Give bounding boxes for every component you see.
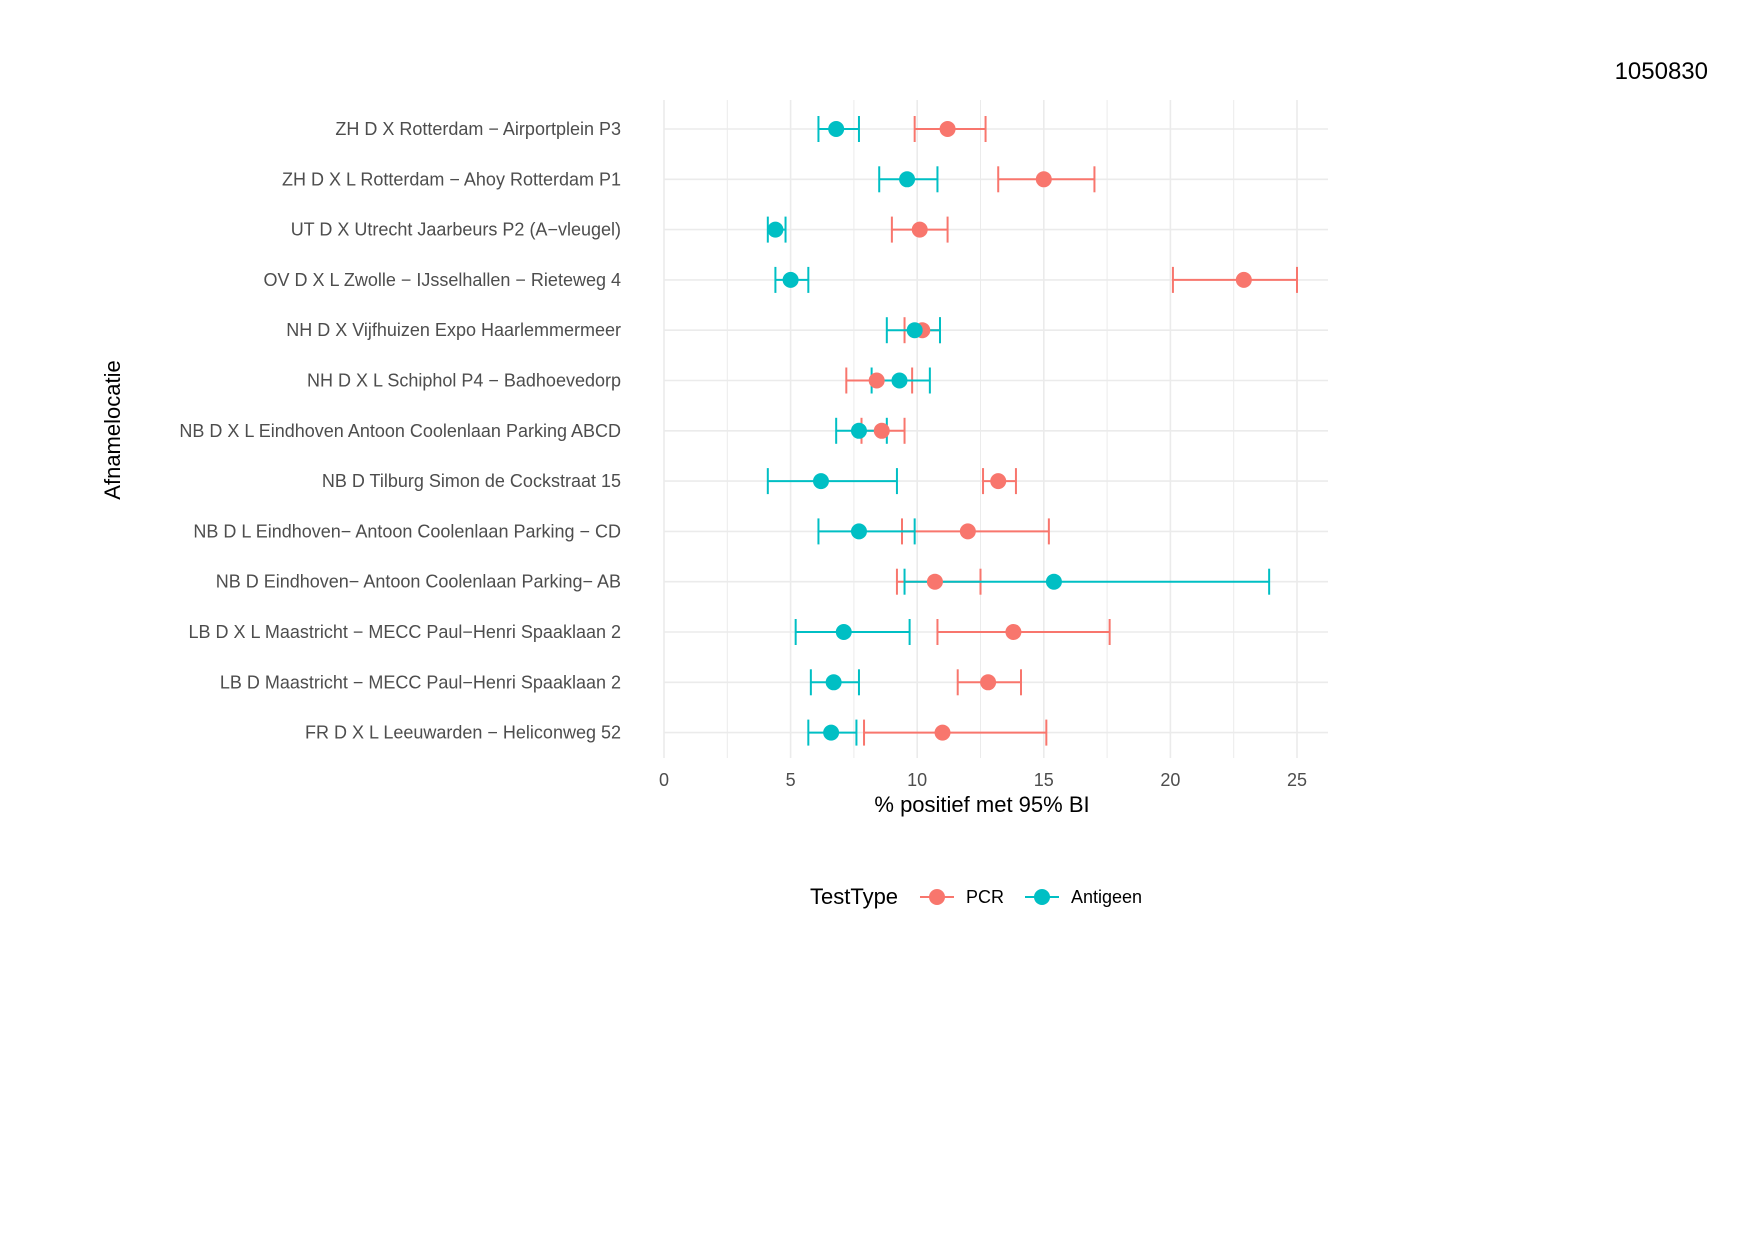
data-point [1045, 573, 1062, 590]
legend-title: TestType [810, 884, 898, 909]
x-tick-labels: 0 5 10 15 20 25 [659, 770, 1307, 790]
data-point [835, 624, 852, 640]
y-tick-label: LB D X L Maastricht − MECC Paul−Henri Sp… [188, 622, 621, 642]
data-point [1005, 624, 1022, 640]
y-tick-label: FR D X L Leeuwarden − Heliconweg 52 [305, 723, 621, 743]
data-point [939, 121, 956, 137]
data-point [873, 422, 890, 439]
x-tick-label: 20 [1160, 770, 1180, 790]
y-tick-label: NB D Tilburg Simon de Cockstraat 15 [322, 471, 621, 491]
data-point [959, 523, 976, 540]
y-tick-label: NH D X L Schiphol P4 − Badhoevedorp [307, 371, 621, 391]
series-antigeen [766, 116, 1271, 746]
y-tick-label: NB D X L Eindhoven Antoon Coolenlaan Par… [179, 421, 621, 441]
data-point [926, 573, 943, 590]
y-tick-label: ZH D X Rotterdam − Airportplein P3 [335, 119, 621, 139]
legend: TestType PCR Antigeen [810, 884, 1142, 909]
data-point [868, 372, 885, 389]
x-tick-label: 0 [659, 770, 669, 790]
data-point [782, 271, 799, 288]
data-point [980, 674, 997, 691]
legend-antigeen-key-dot [1034, 889, 1050, 905]
data-point [990, 473, 1007, 490]
legend-pcr-key-dot [929, 889, 945, 905]
y-tick-label: ZH D X L Rotterdam − Ahoy Rotterdam P1 [282, 169, 621, 189]
data-point [1235, 271, 1252, 288]
y-tick-label: NH D X Vijfhuizen Expo Haarlemmermeer [286, 320, 621, 340]
data-point [906, 322, 923, 339]
data-point [934, 724, 951, 741]
data-point [899, 171, 916, 188]
x-tick-label: 5 [786, 770, 796, 790]
x-axis-title: % positief met 95% BI [874, 792, 1089, 817]
grid-lines [663, 100, 1328, 758]
y-tick-label: OV D X L Zwolle − IJsselhallen − Rietewe… [263, 270, 621, 290]
x-tick-label: 25 [1287, 770, 1307, 790]
data-point [891, 372, 908, 389]
data-point [767, 221, 784, 238]
data-point [850, 422, 867, 439]
data-point [850, 523, 867, 540]
legend-label-pcr: PCR [966, 887, 1004, 907]
data-point [911, 221, 928, 238]
y-tick-label: LB D Maastricht − MECC Paul−Henri Spaakl… [220, 672, 621, 692]
points-antigeen [767, 121, 1062, 741]
y-tick-label: NB D L Eindhoven− Antoon Coolenlaan Park… [193, 521, 621, 541]
y-tick-labels: ZH D X Rotterdam − Airportplein P3 ZH D X… [179, 119, 621, 743]
y-tick-label: NB D Eindhoven− Antoon Coolenlaan Parkin… [216, 572, 621, 592]
x-tick-label: 15 [1034, 770, 1054, 790]
data-point [825, 674, 842, 691]
data-series [766, 116, 1298, 746]
document-id: 1050830 [1614, 58, 1708, 85]
data-point [1035, 171, 1052, 188]
legend-label-antigeen: Antigeen [1071, 887, 1142, 907]
data-point [812, 473, 829, 490]
y-axis-title: Afnamelocatie [100, 360, 125, 499]
x-tick-label: 10 [907, 770, 927, 790]
data-point [823, 724, 840, 741]
data-point [828, 121, 845, 137]
y-tick-label: UT D X Utrecht Jaarbeurs P2 (A−vleugel) [291, 220, 621, 240]
